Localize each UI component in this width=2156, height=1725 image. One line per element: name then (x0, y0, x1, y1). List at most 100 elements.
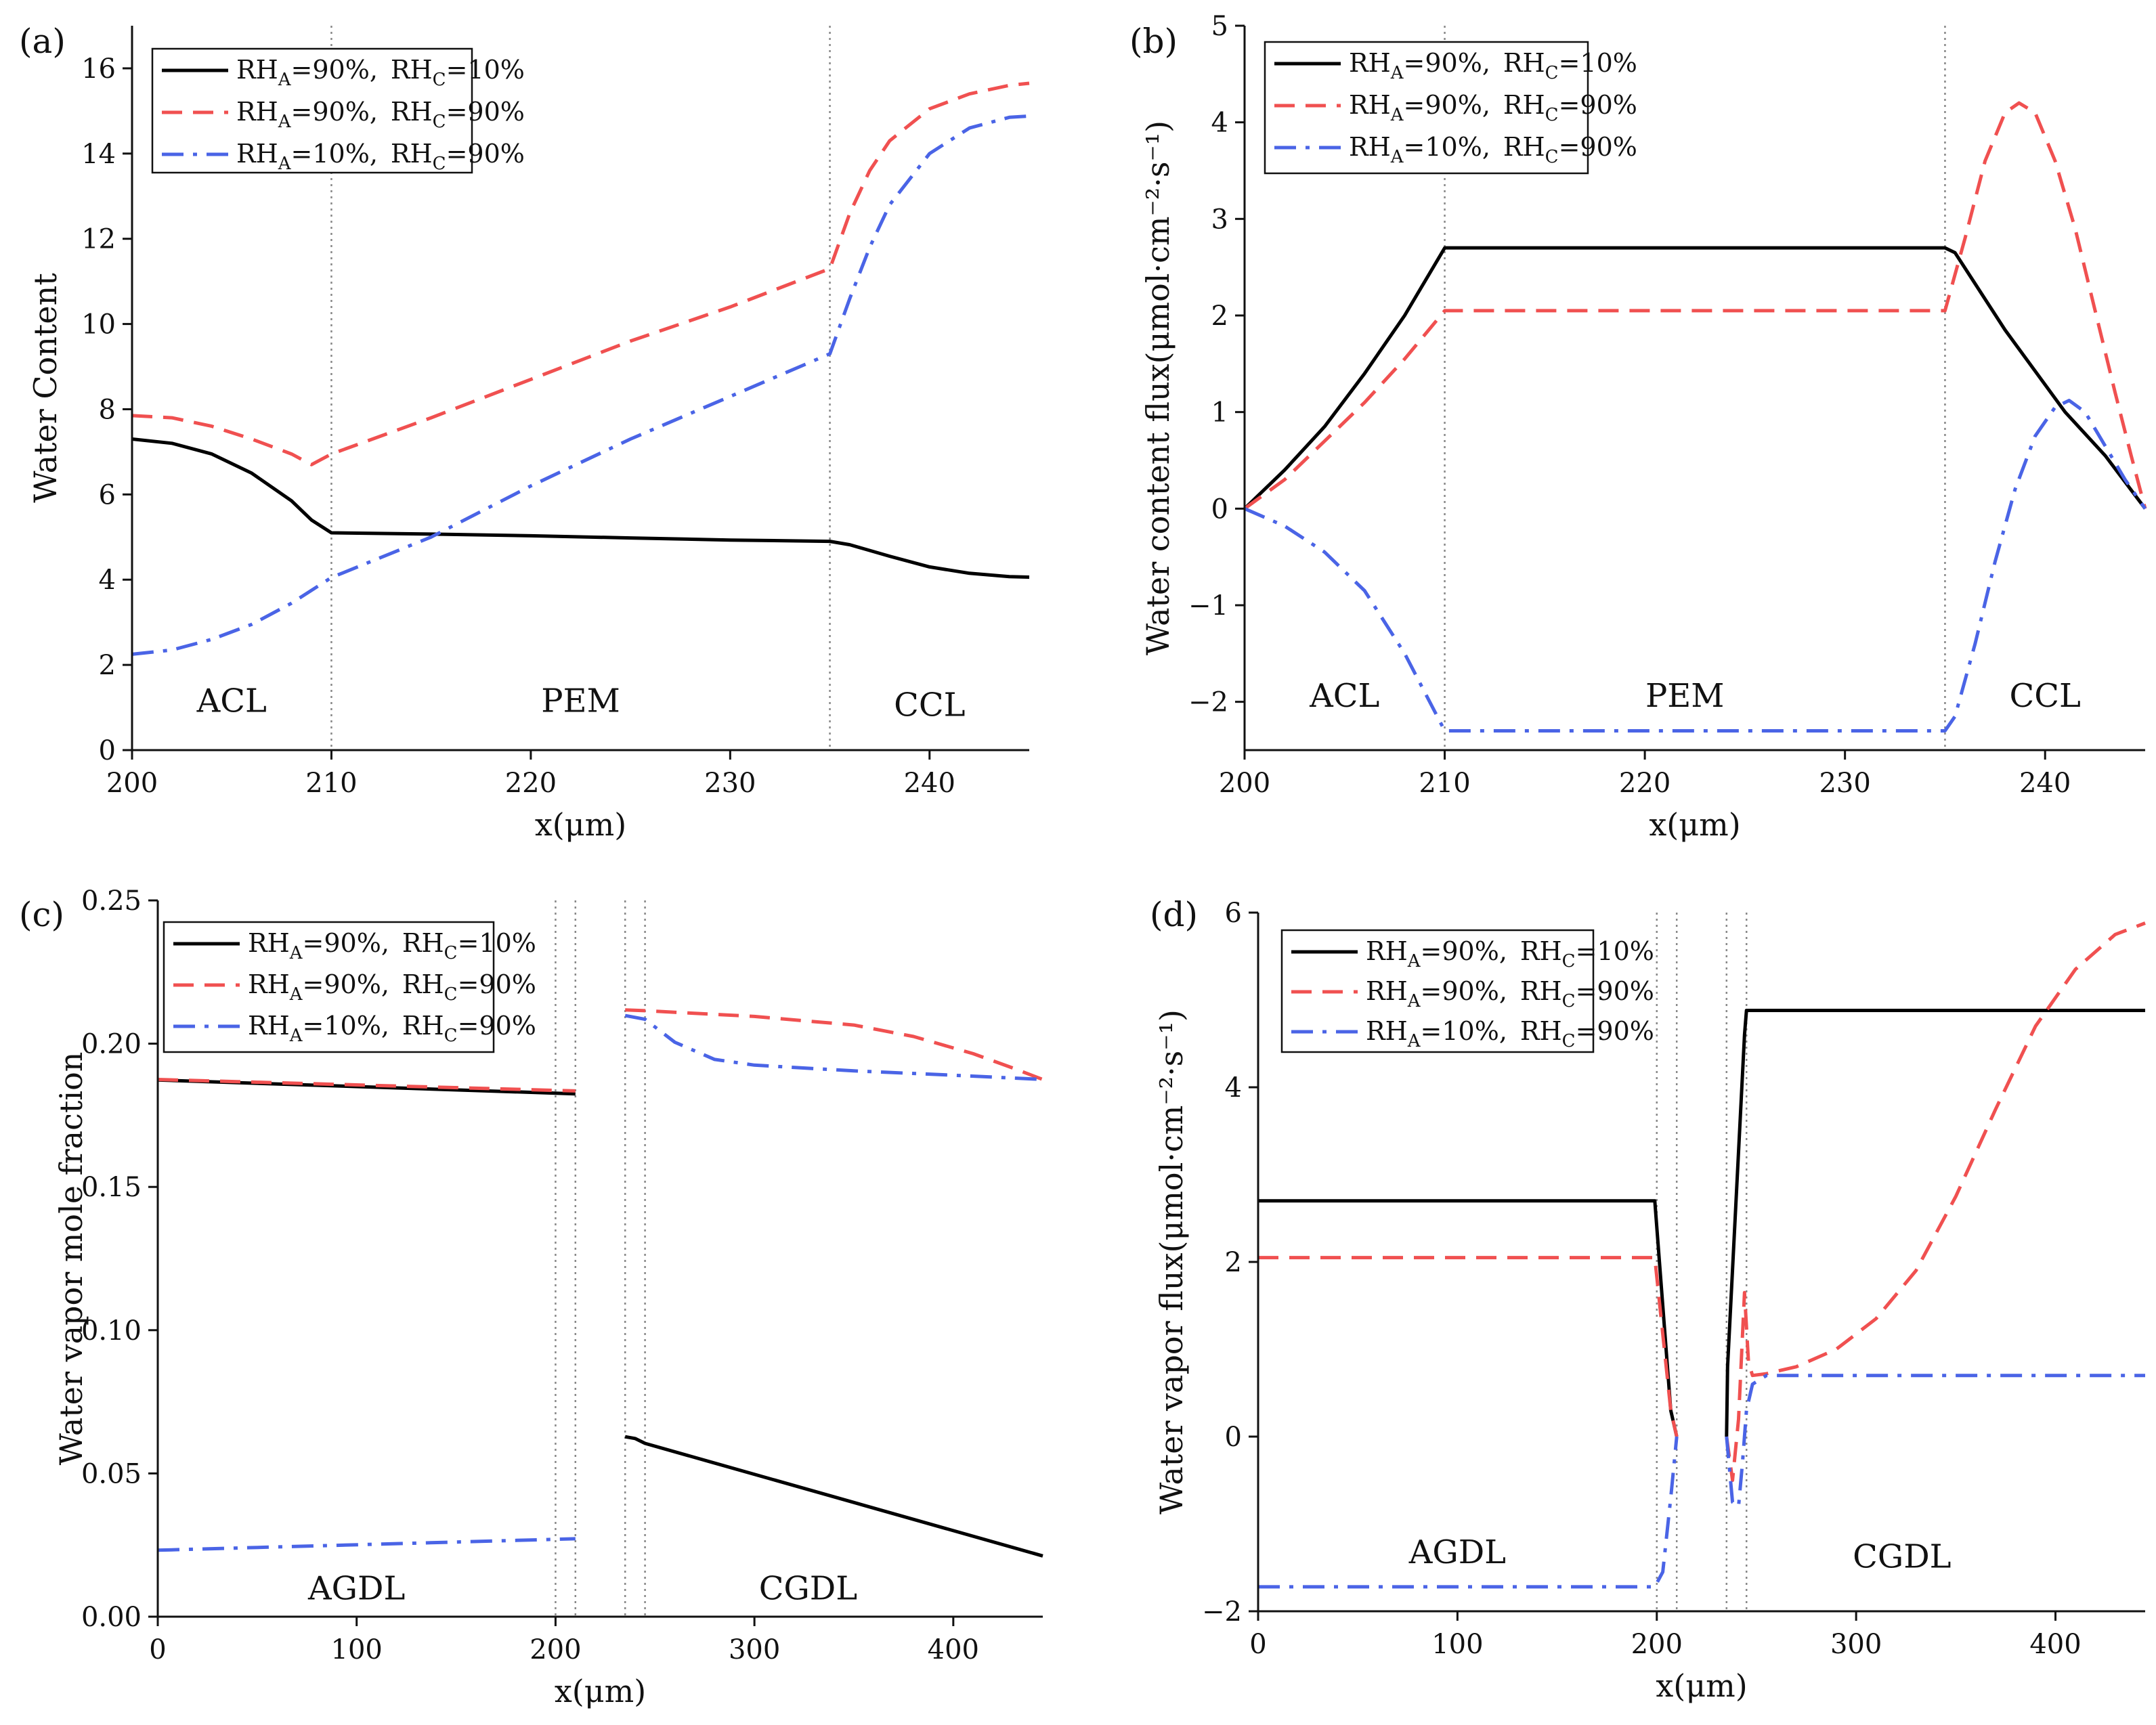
region-label: PEM (1645, 677, 1724, 715)
y-tick-label: 0.10 (81, 1315, 142, 1347)
y-tick-label: 5 (1211, 11, 1228, 42)
legend-sub-c: C (1545, 105, 1559, 125)
legend-rh-a-label: RH (236, 97, 278, 127)
panel-label: (c) (19, 895, 64, 934)
legend-rh-c-value: =90% (458, 969, 536, 999)
series-line (157, 1537, 576, 1552)
legend-entry: RHA=90%, RHC=10% (1349, 48, 1637, 83)
x-tick-label: 200 (106, 768, 158, 799)
y-tick-label: 10 (81, 309, 116, 341)
series-line (1258, 1199, 1679, 1437)
y-tick-label: −1 (1188, 590, 1228, 621)
region-label: CGDL (1853, 1538, 1951, 1576)
legend-sub-a: A (1407, 991, 1421, 1011)
legend-rh-a-label: RH (1366, 976, 1408, 1006)
y-tick-label: 2 (1225, 1247, 1242, 1278)
region-label: AGDL (1408, 1533, 1506, 1571)
legend-rh-a-value: =90%, RH (1404, 90, 1545, 120)
legend-sub-c: C (1545, 63, 1559, 83)
legend-sub-c: C (433, 154, 446, 174)
series-line (131, 81, 1030, 466)
legend-sub-c: C (444, 943, 458, 963)
legend-rh-a-value: =90%, RH (291, 97, 433, 127)
legend-rh-a-label: RH (248, 928, 290, 958)
legend-rh-a-value: =10%, RH (1421, 1016, 1562, 1046)
y-tick-label: 0 (1211, 494, 1228, 525)
panel-c: 0 100 200 300 400 0.00 0.05 0.10 0.15 0.20 0.25 x(μ… (19, 886, 1043, 1709)
x-tick-label: 200 (1631, 1629, 1683, 1660)
legend-entry: RHA=10%, RHC=90% (248, 1011, 536, 1046)
legend-sub-a: A (1390, 147, 1404, 167)
legend-entry: RHA=90%, RHC=90% (1349, 90, 1637, 125)
y-tick-label: 16 (81, 53, 116, 85)
legend-rh-a-value: =90%, RH (1404, 48, 1545, 78)
x-tick-label: 200 (530, 1634, 581, 1665)
y-tick-label: 2 (99, 650, 116, 681)
y-tick-label: −2 (1202, 1596, 1242, 1628)
y-tick-label: 8 (99, 394, 116, 425)
legend: RHA=90%, RHC=10%RHA=90%, RHC=90%RHA=10%,… (1264, 41, 1637, 175)
region-label: CCL (2010, 677, 2081, 715)
x-tick-label: 230 (704, 768, 756, 799)
legend-rh-a-label: RH (1349, 132, 1391, 162)
legend-sub-a: A (1407, 1031, 1421, 1051)
y-tick-label: 1 (1211, 397, 1228, 429)
legend-sub-a: A (289, 1026, 303, 1046)
legend-sub-c: C (444, 1026, 458, 1046)
legend-sub-a: A (278, 154, 292, 174)
legend-rh-a-value: =90%, RH (291, 55, 433, 85)
y-tick-label: 0 (1225, 1422, 1242, 1453)
series-line (624, 1013, 1043, 1081)
series-line (1725, 1009, 2145, 1437)
x-tick-label: 400 (928, 1634, 979, 1665)
legend-rh-a-label: RH (248, 969, 290, 999)
y-tick-label: 0.00 (81, 1602, 142, 1633)
series-line (1258, 1436, 1679, 1589)
legend-entry: RHA=90%, RHC=10% (236, 55, 525, 90)
x-tick-label: 100 (1431, 1629, 1483, 1660)
y-tick-label: 2 (1211, 301, 1228, 332)
legend-entry: RHA=10%, RHC=90% (1349, 132, 1637, 167)
panel-label: (a) (19, 22, 66, 61)
x-tick-label: 220 (1619, 768, 1670, 799)
legend-rh-a-value: =10%, RH (303, 1011, 444, 1041)
series-line (1243, 101, 2147, 510)
y-tick-label: 4 (1225, 1072, 1242, 1104)
y-tick-label: 0.20 (81, 1029, 142, 1060)
y-tick-label: 0.25 (81, 886, 142, 917)
legend-sub-a: A (289, 984, 303, 1005)
legend-entry: RHA=90%, RHC=90% (1366, 976, 1654, 1011)
x-tick-label: 210 (305, 768, 357, 799)
region-label: AGDL (307, 1570, 405, 1608)
legend-rh-c-value: =90% (1559, 132, 1637, 162)
series-line (1244, 399, 2147, 733)
legend-sub-a: A (278, 70, 292, 90)
series-line (1258, 1256, 1679, 1437)
legend-sub-c: C (433, 112, 446, 132)
legend: RHA=90%, RHC=10%RHA=90%, RHC=90%RHA=10%,… (163, 921, 536, 1053)
y-tick-label: 0.15 (81, 1172, 142, 1203)
x-tick-label: 100 (331, 1634, 383, 1665)
y-axis-title: Water vapor flux(μmol·cm⁻²·s⁻¹) (1153, 1009, 1190, 1514)
y-tick-label: 6 (99, 479, 116, 510)
panel-label: (d) (1150, 895, 1198, 934)
legend-rh-a-label: RH (236, 55, 278, 85)
x-tick-label: 220 (505, 768, 557, 799)
y-tick-label: 4 (99, 565, 116, 596)
y-axis-title: Water content flux(μmol·cm⁻²·s⁻¹) (1140, 121, 1176, 655)
x-axis-title: x(μm) (1649, 806, 1740, 843)
legend-rh-a-label: RH (1349, 90, 1391, 120)
legend-rh-a-label: RH (1366, 1016, 1408, 1046)
y-axis-title: Water Content (27, 273, 64, 503)
y-tick-label: −2 (1188, 687, 1228, 718)
legend-entry: RHA=10%, RHC=90% (1366, 1016, 1654, 1051)
x-axis-title: x(μm) (555, 1673, 646, 1709)
legend-entry: RHA=90%, RHC=90% (236, 97, 525, 132)
y-tick-label: 6 (1225, 898, 1242, 929)
legend-rh-c-value: =90% (458, 1011, 536, 1041)
y-tick-label: 14 (81, 139, 116, 170)
legend: RHA=90%, RHC=10%RHA=90%, RHC=90%RHA=10%,… (1280, 929, 1654, 1053)
x-tick-label: 240 (904, 768, 955, 799)
legend-rh-c-value: =90% (446, 139, 525, 169)
